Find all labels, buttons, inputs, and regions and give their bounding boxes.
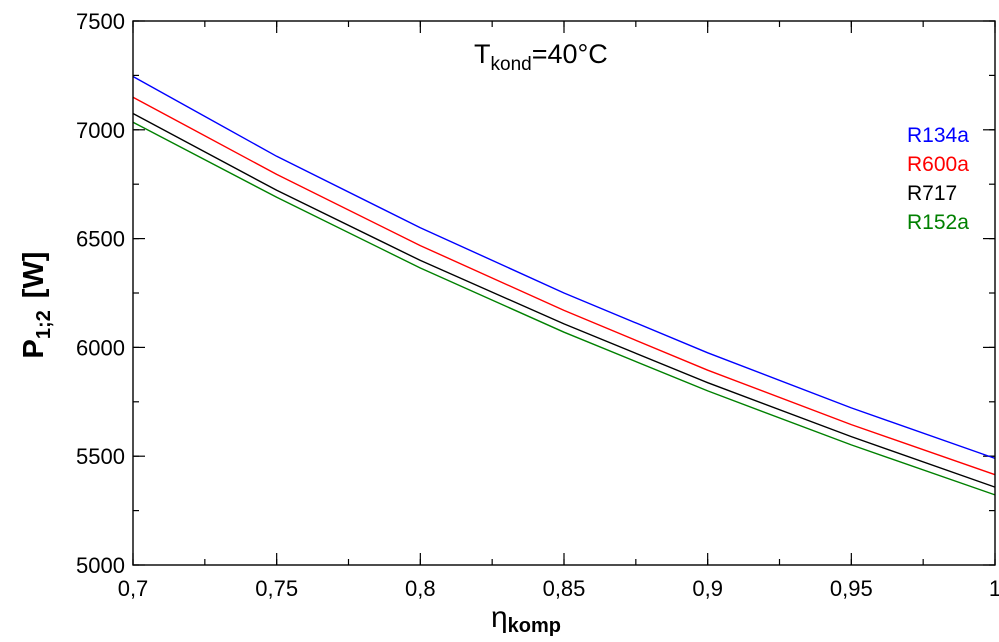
tick-labels: 0,7 0,75 0,8 0,85 0,9 0,95 1 5000 5500 6000 6500 70… — [76, 9, 999, 601]
x-tick-label: 0,95 — [830, 576, 873, 601]
series-line-r717 — [132, 112, 996, 488]
x-tick-label: 1 — [989, 576, 999, 601]
legend-entry-r152a: R152a — [907, 211, 969, 234]
y-axis-label-unit: [W] — [18, 252, 50, 299]
series-lines — [132, 75, 996, 496]
x-axis-label-subscript: komp — [508, 615, 561, 637]
y-tick-label: 6000 — [76, 335, 125, 360]
legend-entry-r134a: R134a — [907, 124, 969, 147]
series-line-r600a — [132, 96, 996, 476]
x-tick-label: 0,8 — [405, 576, 436, 601]
legend-entry-r717: R717 — [907, 182, 957, 205]
annotation-rest: =40°C — [532, 39, 608, 69]
legend-entry-r600a: R600a — [907, 153, 969, 176]
y-axis-label: P1;2 [W] — [18, 252, 55, 359]
x-tick-label: 0,7 — [118, 576, 149, 601]
x-axis-label-eta: η — [491, 601, 508, 634]
y-axis-label-subscript: 1;2 — [33, 310, 55, 339]
annotation-t-kond: Tkond=40°C — [474, 39, 608, 75]
series-line-r134a — [132, 75, 996, 460]
series-line-r152a — [132, 121, 996, 496]
plot-area-frame — [132, 20, 996, 566]
x-tick-label: 0,85 — [543, 576, 586, 601]
y-axis-label-base: P — [18, 339, 50, 358]
y-tick-label: 6500 — [76, 227, 125, 252]
x-tick-label: 0,9 — [692, 576, 723, 601]
annotation-subscript: kond — [491, 54, 532, 75]
x-tick-label: 0,75 — [255, 576, 298, 601]
y-tick-label: 7000 — [76, 118, 125, 143]
annotation-base: T — [474, 39, 491, 69]
y-tick-label: 7500 — [76, 9, 125, 34]
y-tick-label: 5000 — [76, 553, 125, 578]
y-tick-label: 5500 — [76, 444, 125, 469]
legend: R134a R600a R717 R152a — [907, 124, 969, 234]
x-axis-label: ηkomp — [491, 601, 561, 637]
